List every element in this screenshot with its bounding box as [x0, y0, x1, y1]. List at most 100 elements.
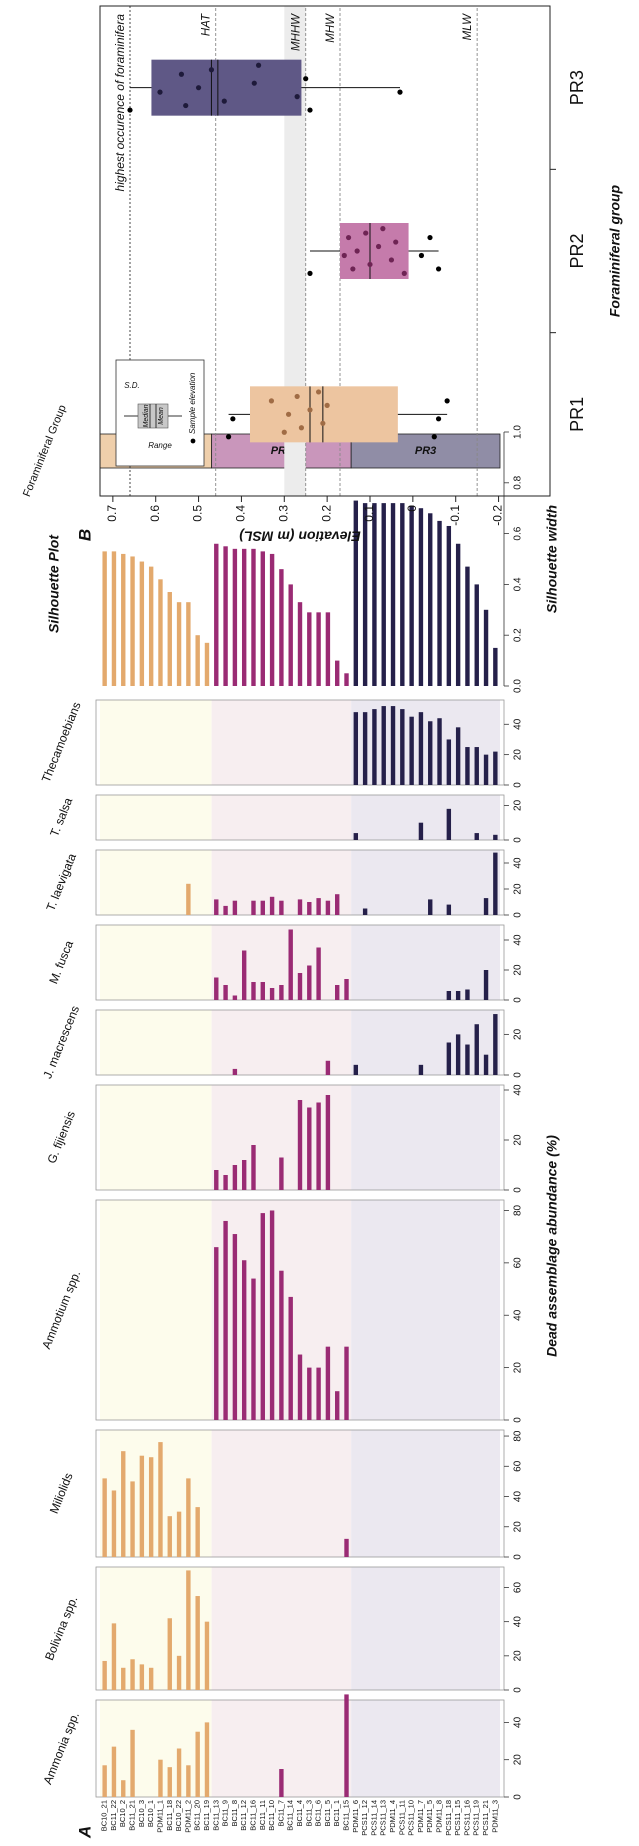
y-tick-label: 0.4	[234, 505, 248, 522]
silhouette-bar	[269, 553, 275, 686]
x-tick-label: PR1	[567, 397, 587, 432]
sample-point	[298, 425, 305, 431]
silhouette-bar	[428, 513, 433, 686]
bar	[474, 833, 479, 840]
bar	[279, 1769, 284, 1797]
bar	[232, 1068, 238, 1075]
bar	[288, 929, 293, 1000]
sample-point	[303, 76, 309, 82]
group-band	[100, 700, 212, 785]
y-tick-label: 0.2	[319, 505, 333, 522]
bar	[111, 1746, 117, 1797]
bar	[344, 979, 349, 1000]
x-tick-label: 0	[513, 912, 524, 918]
sample-label: BC10_22	[174, 1800, 183, 1831]
bar	[418, 1064, 424, 1075]
sample-label: BC10_2	[118, 1800, 127, 1827]
sample-label: PDM11_5	[425, 1800, 434, 1833]
bar	[455, 727, 461, 785]
sample-point	[315, 389, 322, 395]
sample-point	[294, 393, 300, 400]
x-tick-label: 20	[513, 1650, 524, 1662]
x-tick-label: 60	[513, 1460, 524, 1472]
x-tick-label: 20	[513, 1028, 524, 1040]
bar	[269, 1210, 275, 1420]
bar	[214, 977, 219, 1000]
bar	[455, 1034, 461, 1075]
bar	[139, 1664, 145, 1690]
bar	[335, 985, 340, 1000]
x-tick-label: 1.0	[513, 425, 524, 439]
bar	[251, 900, 256, 915]
box	[250, 386, 398, 443]
silhouette-bar	[418, 508, 424, 686]
bar	[307, 965, 312, 1000]
sample-label: PCS11_12	[360, 1800, 369, 1836]
bar	[325, 1095, 331, 1190]
silhouette-bar	[307, 612, 312, 686]
silhouette-bar	[474, 584, 479, 686]
panel-frame	[95, 794, 505, 841]
bar	[372, 709, 377, 785]
bar	[325, 1346, 331, 1420]
x-tick-label: 0	[513, 1417, 524, 1423]
group-band	[100, 795, 212, 840]
x-tick-label: 0	[513, 782, 524, 788]
silhouette-bar	[130, 556, 135, 686]
bar	[335, 1391, 340, 1420]
silhouette-bar	[390, 503, 396, 686]
sample-point	[427, 234, 433, 241]
bar	[446, 904, 452, 915]
sample-label: BC11_22	[109, 1800, 118, 1831]
sample-label: PCS11_19	[472, 1800, 481, 1836]
sample-label: PCS11_14	[369, 1800, 378, 1836]
bar	[297, 1100, 303, 1190]
sample-label: PDM11_8	[435, 1800, 444, 1833]
sample-point	[320, 420, 326, 426]
silhouette-bar	[455, 543, 461, 686]
bar	[418, 712, 424, 785]
x-tick-label: 0.6	[513, 526, 524, 540]
x-tick-label: 0	[513, 1554, 524, 1560]
bar	[195, 1507, 200, 1557]
bar	[279, 985, 284, 1000]
bar	[307, 1367, 312, 1420]
sample-point	[418, 252, 425, 259]
bar	[195, 1596, 200, 1690]
sample-point	[230, 416, 236, 422]
group-band	[100, 1567, 212, 1690]
bar	[297, 973, 303, 1000]
sample-point	[183, 102, 189, 109]
x-tick-label: 80	[513, 1204, 524, 1216]
x-tick-label: 0	[513, 1187, 524, 1193]
x-tick-label: 20	[513, 964, 524, 976]
sample-point	[127, 107, 133, 113]
bar	[279, 1270, 284, 1420]
bar	[381, 706, 386, 785]
sample-label: PCS11_21	[481, 1800, 490, 1836]
x-tick-label: 0	[513, 1794, 524, 1800]
bar	[214, 899, 219, 915]
sample-point	[367, 261, 373, 268]
sample-point	[225, 434, 232, 440]
bar	[223, 1175, 228, 1190]
bar	[176, 1748, 182, 1797]
bar	[428, 721, 433, 785]
silhouette-bar	[251, 548, 256, 686]
silhouette-bar	[139, 561, 145, 686]
sample-point	[350, 266, 356, 272]
sample-point	[431, 434, 437, 440]
x-tick-label: 0	[513, 837, 524, 843]
silhouette-bar	[381, 503, 386, 686]
sample-point	[281, 429, 287, 435]
silhouette-bar	[297, 602, 303, 686]
bar	[148, 1457, 154, 1557]
sample-label: BC11_19	[202, 1800, 211, 1831]
x-tick-label: 0.8	[513, 475, 524, 489]
group-label: PR3	[415, 445, 436, 457]
silhouette-bar	[223, 546, 228, 686]
y-tick-label: 0	[405, 505, 419, 512]
sample-point	[444, 398, 450, 404]
sample-point	[221, 98, 227, 104]
x-tick-label: 20	[513, 1362, 524, 1374]
